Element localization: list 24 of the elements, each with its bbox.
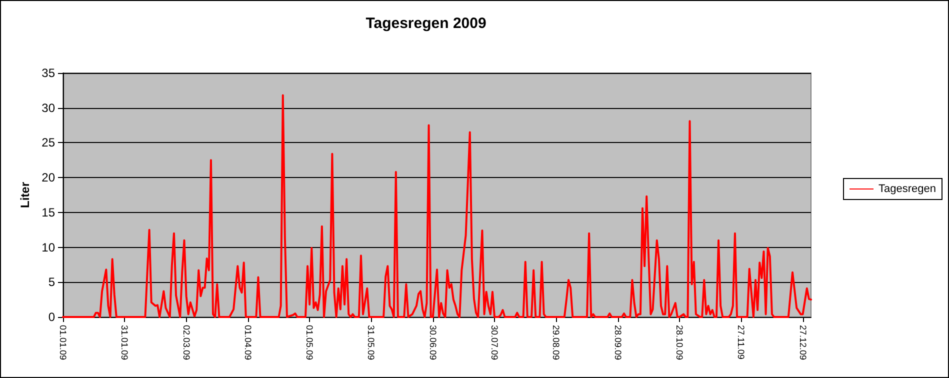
x-tick-label: 31.01.09 (120, 325, 130, 360)
y-tick-label: 20 (42, 170, 56, 185)
chart-title: Tagesregen 2009 (366, 15, 486, 32)
y-tick-label: 35 (42, 66, 56, 80)
x-tick-label: 30.07.09 (490, 325, 500, 360)
x-tick-label: 01.04.09 (242, 325, 253, 360)
x-tick-label: 28.09.09 (612, 325, 623, 360)
x-tick-label: 28.10.09 (674, 325, 684, 360)
y-tick-label: 25 (42, 136, 56, 150)
x-tick-label: 29.08.09 (551, 325, 562, 360)
y-tick-label: 30 (42, 100, 56, 115)
y-tick-label: 15 (42, 205, 56, 220)
y-axis-title: Liter (18, 182, 32, 208)
x-tick-label: 01.05.09 (304, 325, 315, 360)
y-tick-label: 10 (42, 240, 56, 254)
x-tick-label: 02.03.09 (181, 325, 192, 360)
x-tick-label: 31.05.09 (366, 325, 376, 360)
y-tick-label: 0 (48, 310, 56, 324)
legend-label: Tagesregen (878, 183, 936, 195)
x-tick-label: 27.12.09 (798, 325, 808, 360)
y-tick-label: 5 (48, 275, 56, 290)
x-tick-label: 30.06.09 (428, 325, 438, 360)
x-tick-label: 01.01.09 (58, 325, 68, 360)
x-tick-label: 27.11.09 (736, 325, 746, 360)
